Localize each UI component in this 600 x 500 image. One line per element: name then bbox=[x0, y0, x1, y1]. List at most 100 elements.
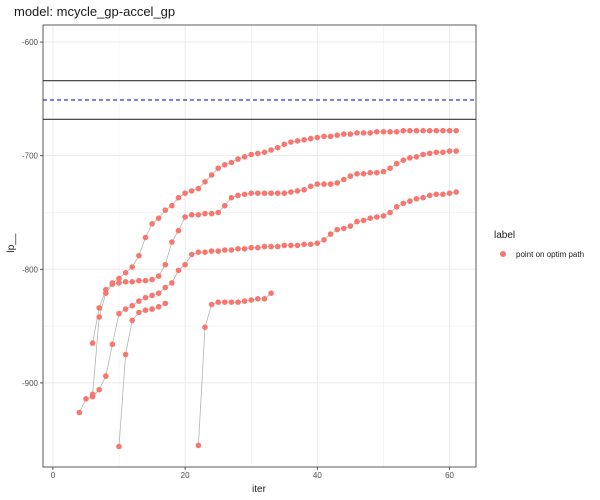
data-point bbox=[162, 261, 169, 268]
data-point bbox=[116, 280, 122, 286]
data-point bbox=[334, 180, 341, 186]
data-point bbox=[215, 248, 221, 254]
data-point bbox=[420, 194, 426, 201]
data-point bbox=[420, 151, 426, 158]
data-point bbox=[155, 215, 162, 221]
data-point bbox=[241, 154, 248, 160]
data-point bbox=[327, 133, 334, 140]
data-point bbox=[433, 149, 440, 156]
data-point bbox=[228, 194, 235, 201]
data-point bbox=[169, 280, 175, 286]
x-tick-label: 0 bbox=[51, 471, 56, 480]
optim-path-line-1 bbox=[79, 191, 457, 413]
data-point bbox=[235, 246, 241, 252]
legend-key-point bbox=[500, 251, 506, 257]
data-point bbox=[169, 239, 175, 245]
data-point bbox=[195, 185, 202, 192]
data-point bbox=[208, 210, 215, 217]
data-point bbox=[235, 156, 241, 162]
data-point bbox=[301, 137, 307, 143]
data-point bbox=[354, 130, 360, 136]
data-point bbox=[380, 168, 387, 175]
data-point bbox=[96, 305, 102, 311]
data-point bbox=[76, 409, 83, 416]
x-tick-label: 20 bbox=[181, 471, 190, 480]
data-point bbox=[149, 292, 155, 299]
data-point bbox=[400, 200, 407, 207]
data-point bbox=[129, 302, 135, 309]
data-point bbox=[288, 139, 294, 145]
data-point bbox=[347, 173, 354, 179]
data-point bbox=[341, 225, 347, 232]
data-point bbox=[175, 227, 182, 234]
data-point bbox=[433, 191, 440, 198]
data-point bbox=[307, 183, 314, 190]
y-axis-label: lp__ bbox=[6, 233, 17, 252]
data-point bbox=[202, 179, 208, 185]
data-point bbox=[367, 169, 374, 176]
data-point bbox=[380, 129, 387, 135]
data-point bbox=[420, 127, 426, 134]
data-point bbox=[103, 373, 109, 379]
data-point bbox=[122, 279, 129, 285]
data-points bbox=[76, 127, 460, 450]
data-point bbox=[393, 160, 400, 167]
data-point bbox=[261, 149, 268, 156]
y-tick-label: -600 bbox=[22, 38, 39, 47]
data-point bbox=[208, 172, 215, 178]
data-point bbox=[175, 194, 182, 201]
data-point bbox=[162, 284, 169, 291]
data-point bbox=[387, 209, 393, 216]
data-point bbox=[374, 169, 380, 176]
data-point bbox=[327, 231, 334, 237]
data-point bbox=[380, 213, 387, 219]
data-point bbox=[129, 279, 135, 285]
data-point bbox=[314, 240, 321, 246]
data-point bbox=[281, 242, 288, 249]
data-point bbox=[360, 171, 367, 177]
data-point bbox=[294, 242, 301, 249]
data-point bbox=[426, 127, 433, 134]
data-point bbox=[354, 171, 360, 177]
data-point bbox=[215, 299, 221, 306]
data-point bbox=[109, 280, 116, 286]
data-point bbox=[334, 132, 341, 138]
data-point bbox=[400, 127, 407, 134]
data-point bbox=[228, 299, 235, 306]
data-point bbox=[215, 165, 221, 171]
data-point bbox=[446, 190, 453, 196]
data-point bbox=[374, 129, 380, 135]
x-tick-label: 60 bbox=[445, 471, 454, 480]
data-point bbox=[281, 141, 288, 148]
grid bbox=[43, 25, 476, 467]
data-point bbox=[222, 247, 228, 253]
data-point bbox=[89, 340, 96, 346]
data-point bbox=[103, 286, 109, 293]
data-point bbox=[155, 273, 162, 279]
data-point bbox=[116, 275, 122, 282]
data-point bbox=[321, 237, 327, 243]
data-point bbox=[149, 306, 155, 312]
x-axis-label: iter bbox=[252, 484, 267, 495]
data-point bbox=[116, 443, 122, 450]
data-point bbox=[136, 298, 142, 304]
data-point bbox=[274, 243, 281, 250]
data-point bbox=[155, 290, 162, 297]
data-point bbox=[142, 277, 149, 284]
data-point bbox=[288, 189, 294, 195]
data-point bbox=[208, 301, 215, 308]
y-tick-label: -900 bbox=[22, 379, 39, 388]
data-point bbox=[393, 204, 400, 210]
data-point bbox=[254, 296, 261, 302]
data-point bbox=[301, 187, 307, 193]
data-point bbox=[453, 189, 460, 195]
data-point bbox=[321, 181, 327, 187]
data-point bbox=[407, 155, 413, 161]
data-point bbox=[413, 154, 420, 160]
data-point bbox=[347, 131, 354, 137]
data-point bbox=[142, 307, 149, 314]
data-point bbox=[268, 147, 274, 153]
data-point bbox=[341, 131, 347, 137]
data-point bbox=[321, 133, 327, 140]
